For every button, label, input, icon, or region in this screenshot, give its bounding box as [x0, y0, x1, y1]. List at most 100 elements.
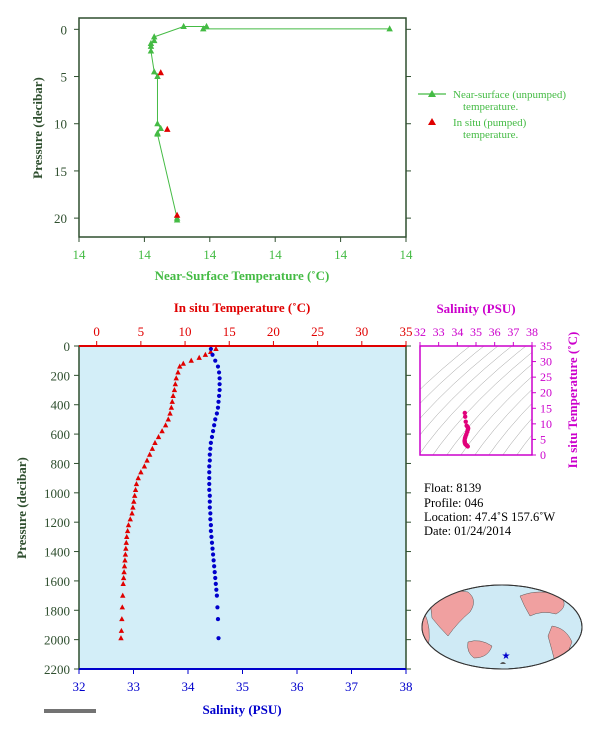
- unpumped-temperature-point: [147, 42, 155, 49]
- unpumped-temperature-line: [150, 25, 390, 221]
- salinity-profile-point: [216, 370, 222, 375]
- salinity-profile-point: [208, 517, 213, 522]
- ts-temp-tick-label: 5: [540, 432, 546, 446]
- unpumped-temperature-point: [180, 22, 187, 30]
- ts-salinity-tick-label: 36: [489, 325, 501, 339]
- temperature-profile-point: [124, 533, 130, 539]
- australia-land: [467, 640, 493, 659]
- temperature-profile-point: [170, 392, 176, 399]
- map-border: [421, 584, 583, 670]
- temperature-profile-point: [124, 527, 131, 534]
- isopycnal-line: [420, 346, 485, 404]
- temperature-profile-point: [135, 475, 141, 481]
- salinity-profile-point: [216, 399, 221, 404]
- salinity-profile-point: [215, 616, 221, 622]
- salinity-profile-point: [207, 458, 212, 463]
- ts-salinity-tick-label: 35: [470, 325, 482, 339]
- temperature-profile-point: [213, 345, 219, 352]
- legend-unpumped-marker: [428, 90, 436, 97]
- salinity-ticks: 32 33 34 35 36 37 38: [73, 669, 413, 694]
- temp-tick-label: 15: [223, 324, 236, 339]
- salinity-profile-point: [216, 393, 222, 399]
- temperature-profile-point: [165, 416, 171, 422]
- unpumped-temperature-point: [200, 25, 207, 32]
- unpumped-temperature-point: [154, 130, 161, 137]
- date: Date: 01/24/2014: [424, 524, 512, 538]
- salinity-profile-point: [213, 358, 218, 363]
- temperature-profile-point: [196, 354, 202, 360]
- salinity-profile-point: [210, 429, 216, 434]
- salinity-tick-label: 32: [73, 679, 86, 694]
- top-x-tick-label: 14: [73, 247, 87, 262]
- unpumped-temperature-point: [154, 72, 161, 80]
- temperature-profile-point: [120, 592, 126, 598]
- profile-y-tick-label: 600: [51, 427, 71, 442]
- salinity-profile-point: [208, 523, 213, 528]
- top-y-tick-label: 5: [61, 70, 68, 85]
- top-y-axis-label: Pressure (decibar): [30, 77, 45, 179]
- ts-point: [465, 444, 470, 449]
- isopycnal-line: [420, 346, 499, 419]
- salinity-profile-point: [217, 387, 222, 393]
- profile-y-tick-label: 1400: [44, 545, 70, 560]
- temperature-profile-point: [147, 451, 153, 457]
- temperature-profile-point: [122, 557, 128, 563]
- temperature-profile-point: [141, 463, 148, 469]
- unpumped-temperature-point: [147, 47, 155, 54]
- salinity-profile-point: [207, 493, 212, 498]
- isopycnal-line: [420, 346, 513, 436]
- ts-temp-tick-label: 15: [540, 401, 552, 415]
- legend-pumped-label-2: temperature.: [463, 129, 519, 141]
- temperature-profile-point: [120, 574, 127, 581]
- temperature-profile-point: [202, 351, 209, 357]
- temperature-profile-point: [131, 498, 137, 504]
- salinity-profile-point: [217, 376, 222, 381]
- temp-tick-label: 10: [179, 324, 192, 339]
- salinity-profile-point: [217, 382, 222, 387]
- salinity-tick-label: 35: [236, 679, 249, 694]
- isopycnal-line: [420, 346, 471, 390]
- salinity-profile-point: [207, 476, 212, 481]
- isopycnal-line: [446, 363, 532, 455]
- profile-chart: 0200400600800100012001400160018002000220…: [14, 300, 413, 717]
- temp-tick-label: 35: [400, 324, 413, 339]
- temperature-profile-point: [133, 481, 140, 487]
- salinity-profile-point: [213, 575, 218, 581]
- profile-y-tick-label: 1600: [44, 574, 70, 589]
- temperature-profile-point: [144, 457, 150, 463]
- salinity-profile-point: [209, 540, 215, 545]
- salinity-profile-point: [207, 464, 212, 469]
- ts-right-label: In situ Temperature (˚C): [565, 332, 580, 469]
- salinity-profile-point: [209, 434, 215, 440]
- profile-y-tick-label: 1800: [44, 603, 70, 618]
- new-zealand-land: [500, 662, 506, 664]
- temperature-profile-point: [123, 545, 129, 551]
- temperature-profile-point: [127, 516, 133, 522]
- temperature-profile-point: [171, 387, 178, 393]
- salinity-tick-label: 38: [400, 679, 413, 694]
- profile-y-tick-label: 800: [51, 456, 71, 471]
- temperature-profile-point: [173, 375, 179, 381]
- isopycnal-line: [420, 346, 527, 454]
- salinity-profile-point: [207, 499, 212, 504]
- salinity-profile-point: [215, 405, 221, 410]
- salinity-profile-point: [214, 593, 219, 598]
- ts-salinity-tick-label: 32: [414, 325, 426, 339]
- ts-point: [463, 419, 468, 424]
- salinity-profile-point: [207, 487, 212, 492]
- temperature-profile-point: [138, 469, 144, 475]
- temperature-profile-point: [180, 360, 186, 366]
- ts-salinity-ticks: 32 33 34 35 36 37 38: [414, 325, 538, 346]
- isopycnal-line: [502, 417, 532, 455]
- temperature-profile-point: [119, 604, 126, 610]
- salinity-profile-point: [212, 570, 217, 575]
- top-x-axis-label: Near-Surface Temperature (˚C): [155, 268, 330, 283]
- salinity-profile-point: [213, 581, 218, 586]
- ts-temp-tick-label: 0: [540, 448, 546, 462]
- ts-isopycnals: [420, 346, 532, 455]
- temp-axis-label: In situ Temperature (˚C): [174, 300, 311, 315]
- float-position-icon: ★: [502, 651, 511, 662]
- top-x-tick-label: 14: [203, 247, 217, 262]
- float-id: Float: 8139: [424, 481, 481, 495]
